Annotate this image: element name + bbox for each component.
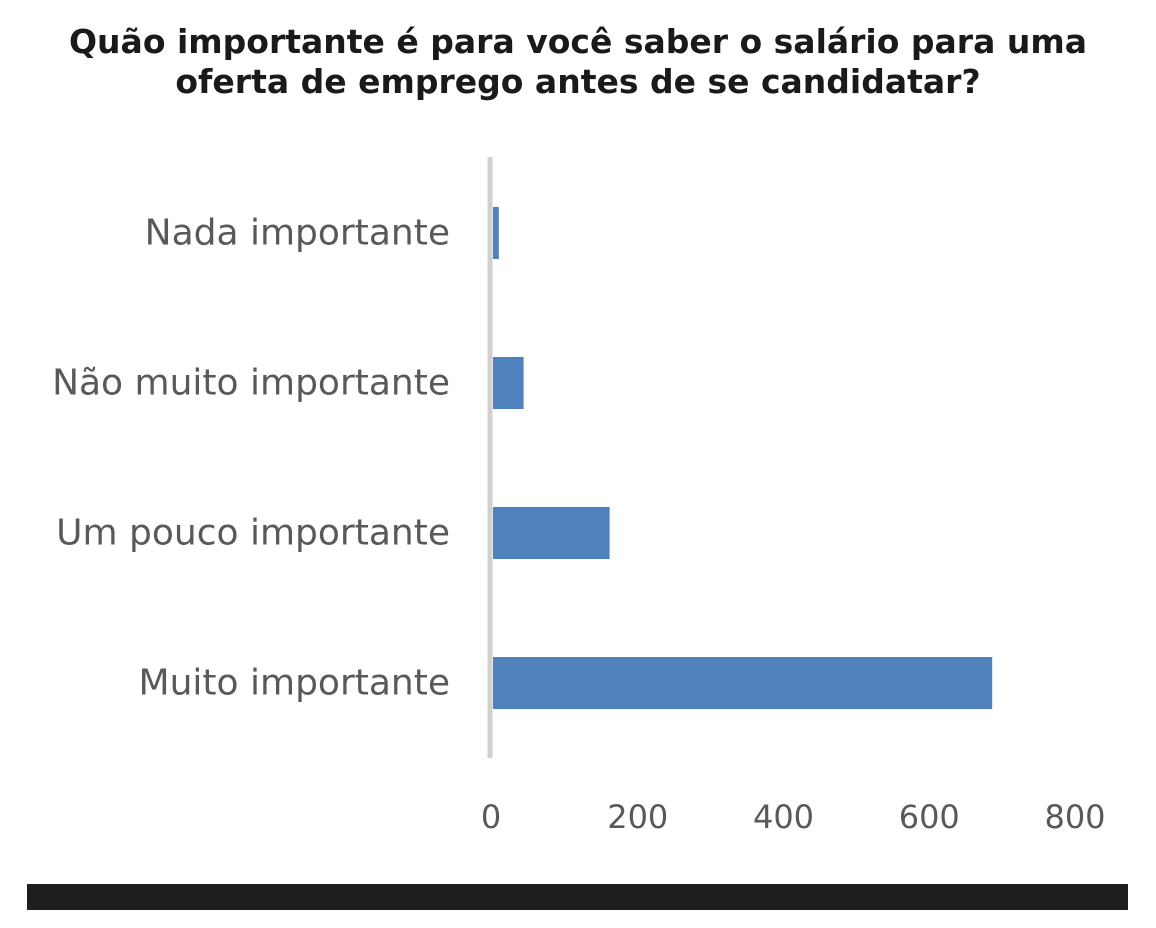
- bar-3: [493, 507, 610, 559]
- x-tick-label-0: 0: [481, 798, 501, 836]
- chart-title-line-2: oferta de emprego antes de se candidatar…: [175, 62, 981, 101]
- category-label-3: Um pouco importante: [56, 513, 450, 554]
- x-tick-label-600: 600: [899, 798, 960, 836]
- value-tick-labels-group: 0 200 400 600 800: [481, 798, 1106, 836]
- chart-title-line-1: Quão importante é para você saber o salá…: [69, 22, 1087, 61]
- bar-chart: Nada importante Não muito importante Um po…: [52, 157, 1106, 836]
- category-labels-group: Nada importante Não muito importante Um po…: [52, 213, 450, 704]
- category-label-1: Nada importante: [145, 213, 450, 254]
- bar-4: [493, 657, 993, 709]
- bar-1: [493, 207, 499, 259]
- footer-bar: [27, 884, 1128, 910]
- x-tick-label-200: 200: [607, 798, 668, 836]
- chart-title: Quão importante é para você saber o salá…: [0, 22, 1156, 102]
- x-tick-label-400: 400: [753, 798, 814, 836]
- bars-group: [493, 207, 993, 709]
- category-label-2: Não muito importante: [52, 363, 450, 404]
- category-label-4: Muito importante: [139, 663, 450, 704]
- bar-2: [493, 357, 524, 409]
- x-tick-label-800: 800: [1044, 798, 1105, 836]
